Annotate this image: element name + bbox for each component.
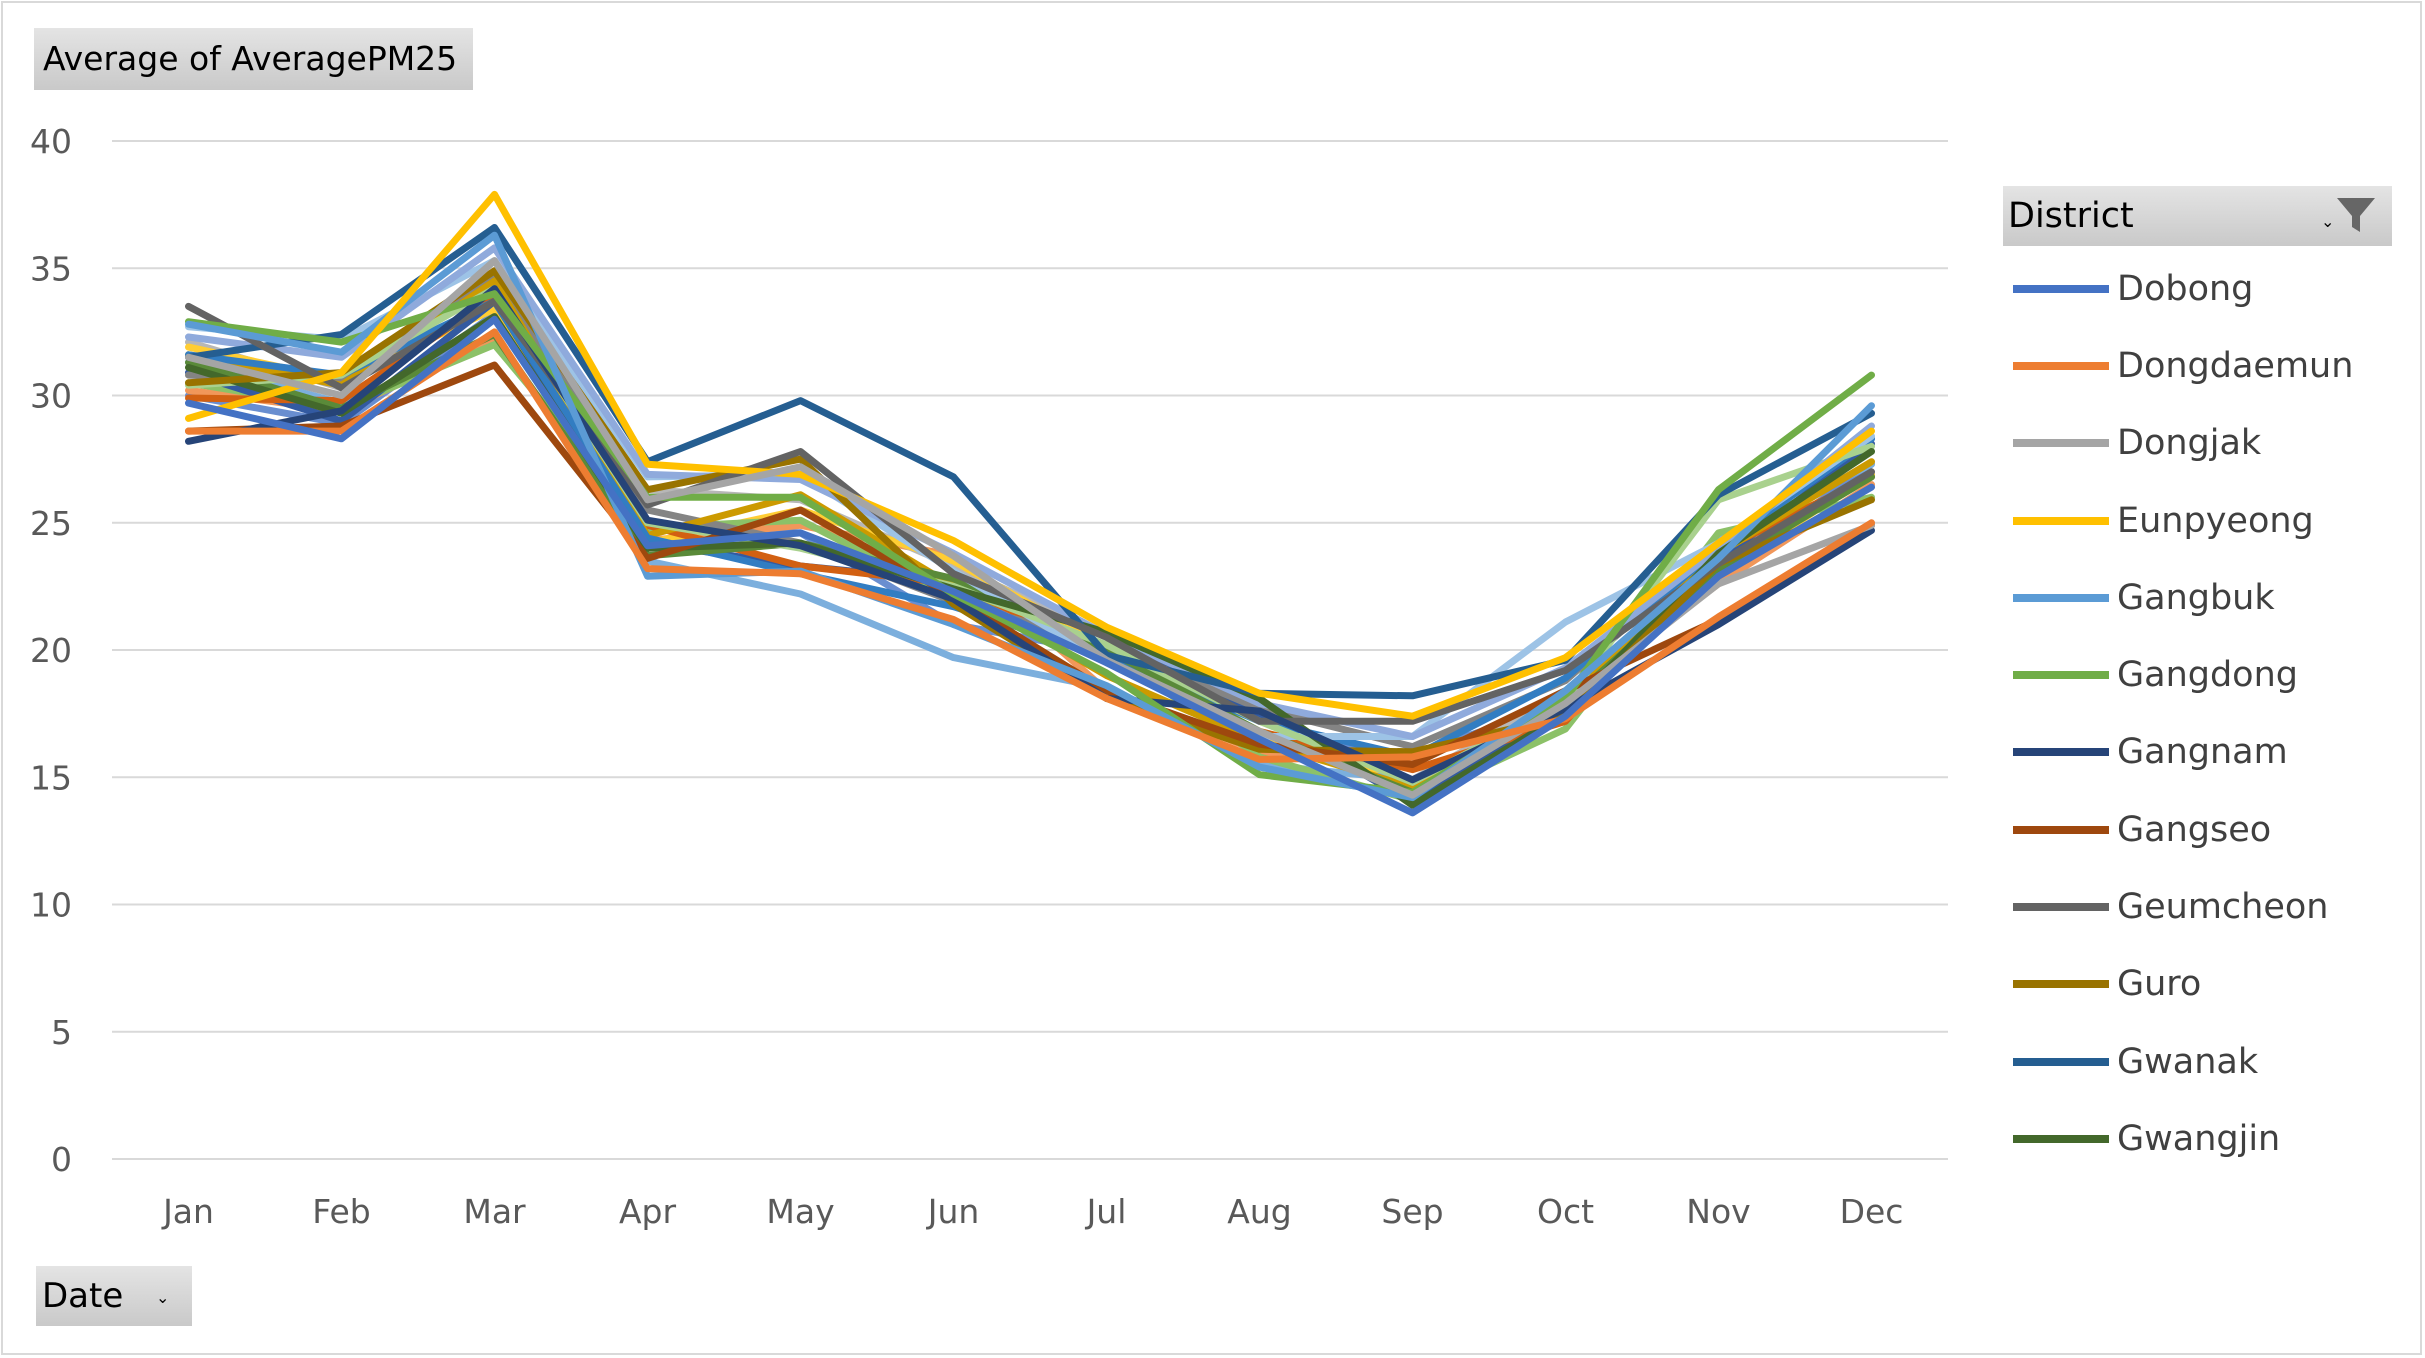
date-field-label: Date: [42, 1276, 124, 1316]
legend-label: Dongjak: [2117, 423, 2262, 464]
legend: Dobong Dongdaemun Dongjak Eunpyeong Gangbuk G…: [2013, 250, 2353, 1178]
series-line-gangdong: [185, 290, 1875, 796]
legend-swatch: [2013, 593, 2109, 602]
legend-item-eunpyeong[interactable]: Eunpyeong: [2013, 482, 2353, 559]
legend-item-gangdong[interactable]: Gangdong: [2013, 636, 2353, 713]
x-tick-label: Nov: [1686, 1192, 1750, 1231]
series-line-gangseo: [185, 361, 1875, 768]
x-tick-label: Sep: [1381, 1192, 1443, 1231]
legend-field-button[interactable]: District ⌄: [2003, 186, 2392, 246]
legend-label: Gwangjin: [2117, 1118, 2281, 1159]
y-tick-label: 15: [30, 758, 72, 797]
legend-swatch: [2013, 1057, 2109, 1066]
legend-swatch: [2013, 439, 2109, 448]
y-tick-label: 10: [30, 886, 72, 925]
y-axis-ticks: 0 5 10 15 20 25 30 35 40: [30, 122, 72, 1179]
legend-label: Geumcheon: [2117, 887, 2329, 928]
x-tick-label: Jan: [161, 1192, 214, 1231]
y-tick-label: 0: [51, 1140, 72, 1179]
series-line-unlisted-4: [185, 305, 1875, 789]
legend-label: Dobong: [2117, 268, 2254, 309]
legend-label: Eunpyeong: [2117, 500, 2314, 541]
series-line-gwanak: [185, 224, 1875, 700]
legend-item-geumcheon[interactable]: Geumcheon: [2013, 868, 2353, 945]
legend-label: Dongdaemun: [2117, 345, 2354, 386]
legend-item-gwangjin[interactable]: Gwangjin: [2013, 1100, 2353, 1177]
y-tick-label: 35: [30, 249, 72, 288]
series-line-dongjak: [185, 257, 1875, 799]
legend-item-gwanak[interactable]: Gwanak: [2013, 1023, 2353, 1100]
x-axis-ticks: Jan Feb Mar Apr May Jun Jul Aug Sep Oct Nov Dec: [161, 1192, 1903, 1231]
series-line-dobong: [185, 315, 1875, 817]
legend-swatch: [2013, 1134, 2109, 1143]
legend-swatch: [2013, 284, 2109, 293]
value-field-label: Average of AveragePM25: [43, 39, 458, 78]
legend-swatch: [2013, 516, 2109, 525]
filter-icon: [2337, 198, 2375, 232]
legend-title: District: [2008, 196, 2134, 236]
x-tick-label: Aug: [1227, 1192, 1291, 1231]
legend-item-dongdaemun[interactable]: Dongdaemun: [2013, 327, 2353, 404]
legend-swatch: [2013, 903, 2109, 912]
legend-item-guro[interactable]: Guro: [2013, 946, 2353, 1023]
legend-label: Guro: [2117, 964, 2202, 1005]
legend-swatch: [2013, 980, 2109, 989]
value-field-button[interactable]: Average of AveragePM25: [34, 28, 473, 90]
y-tick-label: 30: [30, 377, 72, 416]
y-tick-label: 40: [30, 122, 72, 161]
date-field-button[interactable]: Date ⌄: [36, 1266, 192, 1326]
legend-swatch: [2013, 361, 2109, 370]
legend-item-gangnam[interactable]: Gangnam: [2013, 714, 2353, 791]
legend-item-dongjak[interactable]: Dongjak: [2013, 405, 2353, 482]
y-tick-label: 25: [30, 504, 72, 543]
legend-label: Gangdong: [2117, 655, 2298, 696]
x-tick-label: May: [766, 1192, 834, 1231]
x-tick-label: Apr: [619, 1192, 677, 1231]
x-tick-label: Feb: [312, 1192, 370, 1231]
legend-item-dobong[interactable]: Dobong: [2013, 250, 2353, 327]
legend-label: Gangbuk: [2117, 577, 2275, 618]
dropdown-arrow-icon: ⌄: [156, 1288, 170, 1307]
legend-swatch: [2013, 825, 2109, 834]
legend-item-gangbuk[interactable]: Gangbuk: [2013, 559, 2353, 636]
series-line-unlisted-7: [185, 297, 1875, 807]
x-tick-label: Dec: [1840, 1192, 1904, 1231]
x-tick-label: Mar: [463, 1192, 526, 1231]
series-line-unlisted-6: [185, 341, 1875, 804]
legend-label: Gwanak: [2117, 1041, 2259, 1082]
series-lines: [185, 190, 1875, 817]
series-line-unlisted-15: [185, 244, 1875, 740]
x-tick-label: Jun: [926, 1192, 980, 1231]
y-tick-label: 20: [30, 631, 72, 670]
legend-label: Gangnam: [2117, 732, 2288, 773]
legend-swatch: [2013, 671, 2109, 680]
dropdown-arrow-icon: ⌄: [2321, 212, 2335, 231]
series-line-dongdaemun: [185, 328, 1875, 763]
x-tick-label: Oct: [1537, 1192, 1594, 1231]
legend-item-gangseo[interactable]: Gangseo: [2013, 791, 2353, 868]
series-line-unlisted-1: [185, 310, 1875, 758]
y-tick-label: 5: [51, 1013, 72, 1052]
series-line-unlisted-2: [185, 336, 1875, 766]
x-tick-label: Jul: [1085, 1192, 1127, 1231]
legend-swatch: [2013, 748, 2109, 757]
series-line-eunpyeong: [185, 190, 1875, 720]
legend-label: Gangseo: [2117, 809, 2272, 850]
